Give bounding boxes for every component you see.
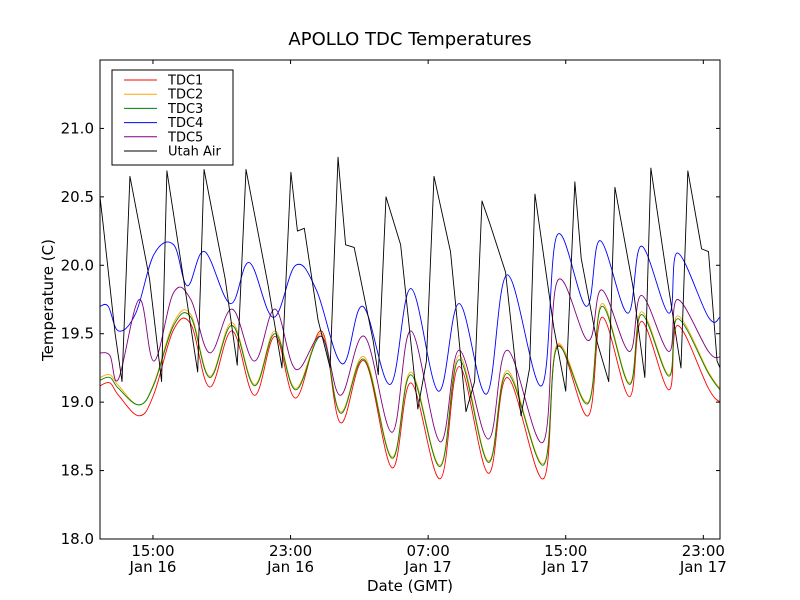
x-tick-label-date: Jan 17 [541,558,589,576]
series-layer [100,156,720,480]
plot-frame [99,59,721,540]
legend-label: TDC4 [167,116,203,131]
y-tick-label: 21.0 [61,119,94,137]
x-axis-label: Date (GMT) [367,577,453,595]
legend-label: TDC1 [167,74,203,89]
y-tick-label: 19.0 [61,393,94,411]
y-tick-label: 18.5 [61,462,94,480]
x-tick-label-time: 15:00 [131,542,174,560]
legend-label: TDC5 [167,130,203,145]
y-tick-label: 20.0 [61,256,94,274]
plot-area [99,59,721,540]
x-tick-label-time: 23:00 [682,542,725,560]
y-axis-label: Temperature (C) [39,239,57,362]
series-line-utah-air [100,156,720,417]
x-tick-label-date: Jan 16 [128,558,176,576]
series-line-tdc5 [100,278,720,444]
x-tick-label-date: Jan 17 [404,558,452,576]
legend-label: TDC3 [167,102,203,117]
y-tick-label: 20.5 [61,188,94,206]
x-tick-label-date: Jan 16 [266,558,314,576]
y-axis: 18.0 18.5 19.0 19.5 20.0 20.5 21.0 [61,119,720,548]
x-tick-label-time: 15:00 [544,542,587,560]
x-tick-label-time: 23:00 [269,542,312,560]
y-tick-label: 19.5 [61,325,94,343]
x-tick-label-date: Jan 17 [679,558,727,576]
y-tick-label: 18.0 [61,530,94,548]
x-tick-label-time: 07:00 [407,542,450,560]
legend-label: Utah Air [168,145,221,160]
legend-box [111,69,234,166]
series-line-tdc1 [100,316,720,480]
series-line-tdc4 [100,233,720,395]
chart-title: APOLLO TDC Temperatures [288,29,531,50]
legend-label: TDC2 [167,88,203,103]
